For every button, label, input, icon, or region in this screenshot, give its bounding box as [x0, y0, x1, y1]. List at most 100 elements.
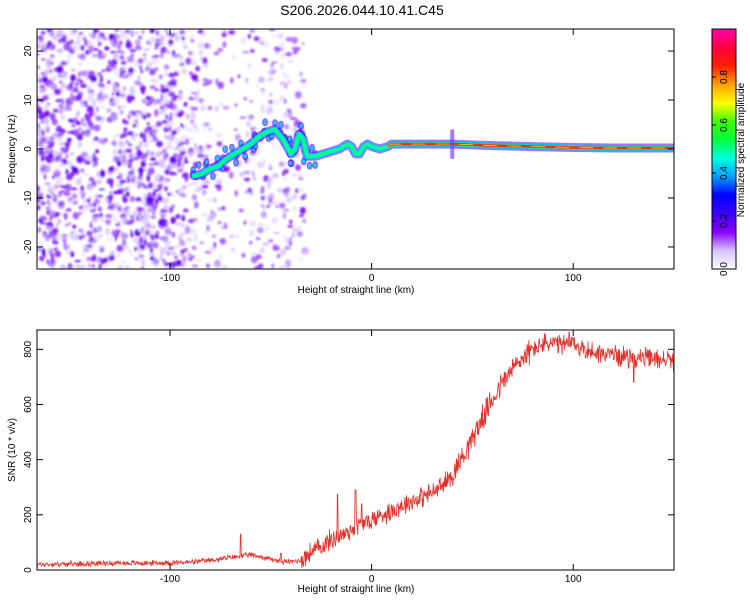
spectral-blob: [137, 207, 144, 212]
spectral-blob: [113, 96, 120, 104]
spectral-blob: [169, 120, 176, 127]
spectral-blob: [143, 48, 150, 51]
spectral-blob: [188, 137, 194, 141]
spectral-blob: [147, 208, 154, 212]
spectral-blob: [37, 123, 40, 127]
spectral-blob: [258, 76, 265, 83]
ridge-core: [243, 154, 247, 159]
spectral-blob: [166, 30, 170, 37]
spectral-blob: [63, 142, 67, 146]
ridge-core: [310, 145, 314, 150]
spectral-blob: [149, 234, 156, 238]
spectral-blob: [166, 250, 170, 256]
spectral-blob: [180, 232, 187, 236]
spectral-blob: [88, 262, 91, 268]
spectral-blob: [87, 205, 95, 211]
spectral-blob: [40, 215, 46, 219]
spectral-blob: [66, 54, 73, 58]
spectral-blob: [276, 253, 281, 259]
spectral-blob: [141, 112, 147, 116]
spectral-blob: [80, 130, 87, 136]
spectral-blob: [56, 65, 64, 73]
spectral-blob: [78, 127, 82, 130]
spectral-blob: [97, 206, 102, 212]
spectral-blob: [194, 130, 200, 134]
spectral-blob: [79, 79, 84, 84]
spectral-blob: [181, 135, 184, 143]
spectral-blob: [122, 118, 127, 124]
spectral-blob: [283, 75, 291, 79]
spectral-blob: [41, 129, 45, 136]
spectral-blob: [200, 32, 207, 38]
spectral-blob: [177, 259, 182, 267]
spectral-blob: [67, 87, 70, 90]
spectral-blob: [110, 213, 115, 218]
spectral-blob: [134, 39, 141, 46]
spectral-blob: [111, 135, 118, 139]
spectral-blob: [129, 253, 135, 257]
spectral-blob: [221, 206, 226, 211]
spectral-blob: [154, 109, 159, 117]
spectral-blob: [267, 70, 270, 75]
spectral-blob: [135, 110, 142, 114]
spectral-blob: [47, 262, 55, 267]
ridge-core: [273, 121, 277, 126]
spectral-blob: [60, 97, 64, 105]
spectral-blob: [57, 219, 61, 224]
spectral-blob: [142, 210, 150, 217]
spectral-blob: [88, 177, 94, 182]
spectral-blob: [165, 164, 173, 171]
spectral-blob: [123, 75, 129, 78]
spectral-blob: [93, 112, 97, 120]
spectral-blob: [125, 191, 130, 197]
spectral-blob: [119, 54, 124, 60]
ridge-core: [313, 163, 317, 168]
spectral-blob: [123, 245, 129, 250]
spectral-blob: [148, 162, 156, 167]
spectral-blob: [71, 124, 76, 128]
colorbar-tick-label: 0.6: [719, 118, 730, 132]
spectral-blob: [293, 46, 301, 52]
x-tick-label: -100: [160, 574, 180, 585]
spectral-blob: [84, 160, 91, 165]
spectral-blob: [140, 85, 146, 93]
spectral-blob: [62, 74, 68, 79]
spectral-blob: [249, 29, 254, 33]
spectral-blob: [63, 240, 67, 246]
spectral-blob: [215, 263, 219, 269]
x-tick-label: 100: [565, 574, 582, 585]
spectral-blob: [121, 104, 126, 110]
spectral-blob: [51, 75, 58, 82]
spectral-blob: [164, 242, 170, 250]
spectral-blob: [174, 222, 182, 227]
spectral-blob: [248, 240, 253, 245]
spectral-blob: [120, 260, 127, 264]
spectral-blob: [47, 188, 54, 194]
spectral-blob: [159, 106, 165, 109]
spectral-blob: [221, 32, 227, 38]
spectral-blob: [47, 31, 53, 38]
spectral-blob: [37, 160, 41, 168]
spectral-blob: [199, 241, 205, 245]
spectral-blob: [50, 210, 56, 217]
spectral-blob: [65, 208, 72, 212]
spectral-blob: [58, 142, 64, 146]
spectral-blob: [134, 257, 139, 261]
spectral-blob: [140, 199, 145, 205]
spectral-blob: [143, 55, 147, 63]
spectral-blob: [125, 148, 133, 153]
spectral-blob: [260, 88, 266, 92]
spectral-blob: [245, 120, 252, 128]
spectral-blob: [47, 29, 52, 32]
spectral-blob: [115, 253, 121, 258]
spectral-blob: [52, 149, 58, 157]
spectral-blob: [143, 128, 150, 134]
spectral-blob: [56, 233, 64, 241]
spectral-blob: [108, 167, 113, 171]
spectral-blob: [126, 175, 130, 184]
spectral-blob: [130, 53, 134, 58]
ridge-core: [308, 163, 312, 168]
spectral-blob: [234, 190, 238, 197]
spectral-blob: [266, 204, 270, 208]
spectral-blob: [126, 39, 131, 43]
